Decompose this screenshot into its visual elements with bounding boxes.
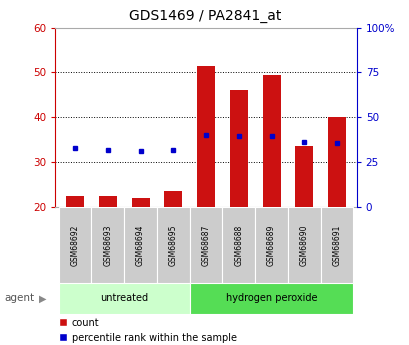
Text: GSM68687: GSM68687 xyxy=(201,224,210,266)
Text: GSM68695: GSM68695 xyxy=(169,224,178,266)
Bar xyxy=(164,191,182,207)
Bar xyxy=(327,117,345,207)
Bar xyxy=(66,196,84,207)
Text: GSM68689: GSM68689 xyxy=(266,224,275,266)
Bar xyxy=(189,207,222,283)
Bar xyxy=(287,207,320,283)
Legend: count, percentile rank within the sample: count, percentile rank within the sample xyxy=(55,314,240,345)
Bar xyxy=(58,283,189,314)
Text: GSM68690: GSM68690 xyxy=(299,224,308,266)
Text: agent: agent xyxy=(4,294,34,303)
Bar xyxy=(320,207,353,283)
Text: untreated: untreated xyxy=(100,294,148,303)
Bar xyxy=(229,90,247,207)
Bar xyxy=(262,75,280,207)
Bar xyxy=(157,207,189,283)
Text: GDS1469 / PA2841_at: GDS1469 / PA2841_at xyxy=(128,9,281,23)
Bar xyxy=(91,207,124,283)
Bar xyxy=(189,283,353,314)
Text: GSM68694: GSM68694 xyxy=(136,224,145,266)
Bar xyxy=(131,198,149,207)
Text: ▶: ▶ xyxy=(39,294,47,303)
Bar xyxy=(222,207,254,283)
Bar xyxy=(197,66,214,207)
Text: GSM68688: GSM68688 xyxy=(234,224,243,266)
Bar xyxy=(58,207,91,283)
Bar xyxy=(124,207,157,283)
Text: GSM68692: GSM68692 xyxy=(70,224,79,266)
Bar xyxy=(254,207,287,283)
Bar xyxy=(99,196,117,207)
Text: GSM68693: GSM68693 xyxy=(103,224,112,266)
Text: hydrogen peroxide: hydrogen peroxide xyxy=(225,294,317,303)
Bar xyxy=(294,146,312,207)
Text: GSM68691: GSM68691 xyxy=(332,224,341,266)
